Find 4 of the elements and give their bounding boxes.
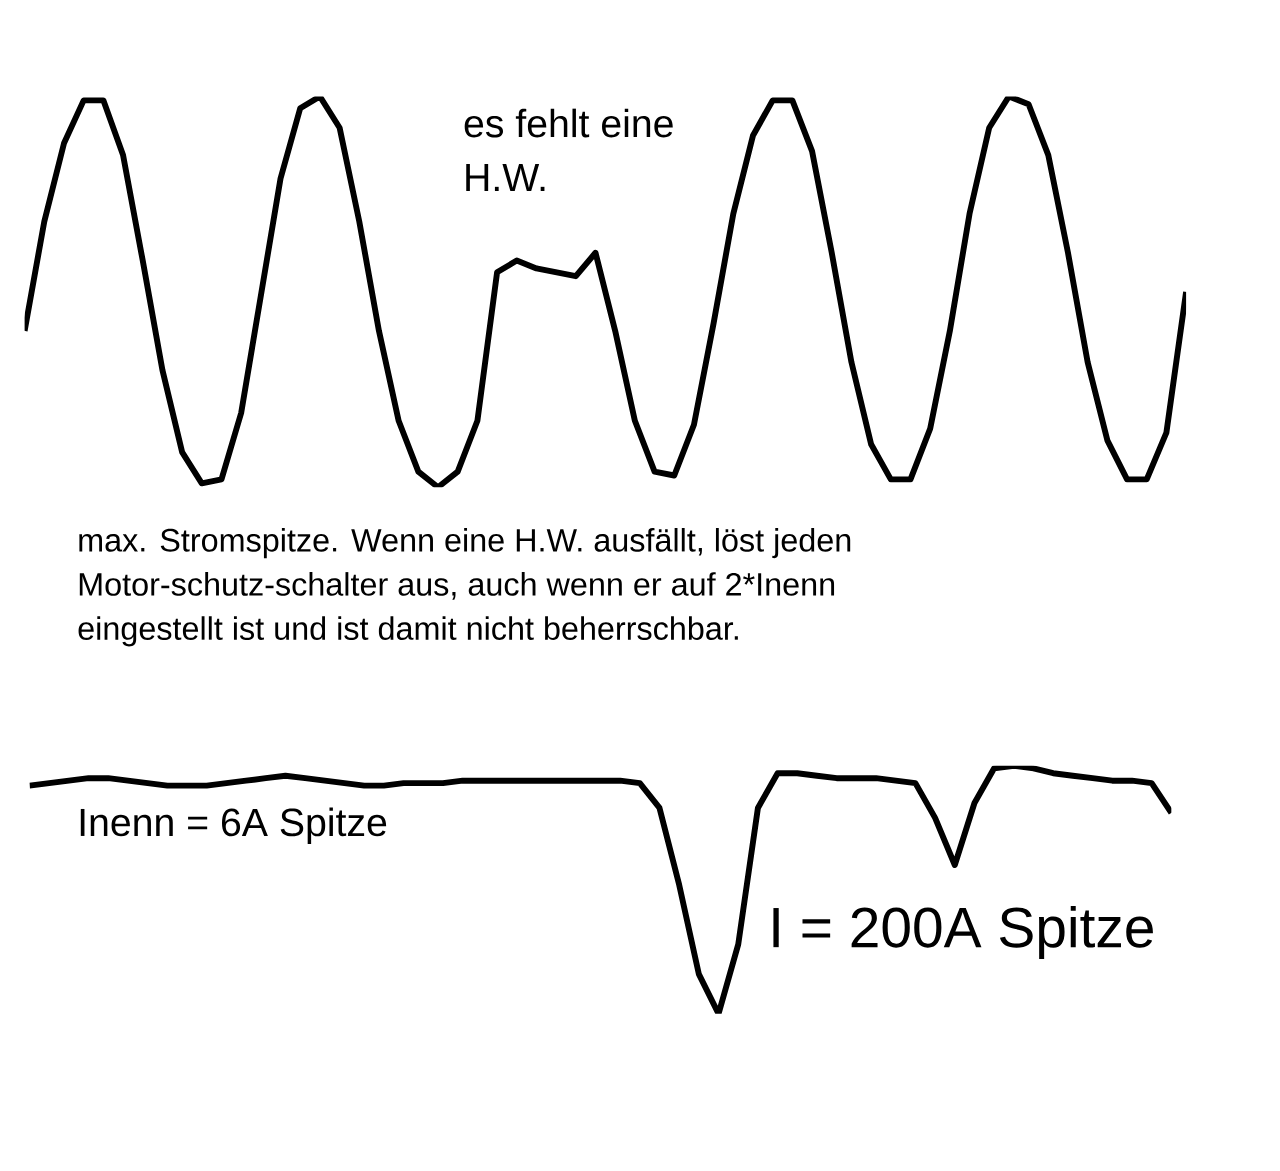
annotation: I = 200A Spitze — [773, 905, 1153, 959]
text: max. Stromspitze. Wenn eine H.W. ausfällt, löst jeden Motor-schutz-schalter aus, auch wenn er auf 2*Inenn eingestellt ist und ist damit nicht beherrschbar. — [78, 527, 851, 647]
annotation: es fehlt eine H.W. — [464, 108, 673, 191]
annotation: Inenn = 6A Spitze — [80, 807, 387, 844]
